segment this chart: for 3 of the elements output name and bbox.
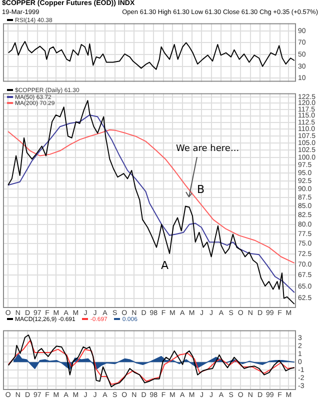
annotation: We are here... — [176, 144, 240, 154]
annotation: B — [197, 183, 205, 196]
annotation: A — [161, 259, 169, 272]
